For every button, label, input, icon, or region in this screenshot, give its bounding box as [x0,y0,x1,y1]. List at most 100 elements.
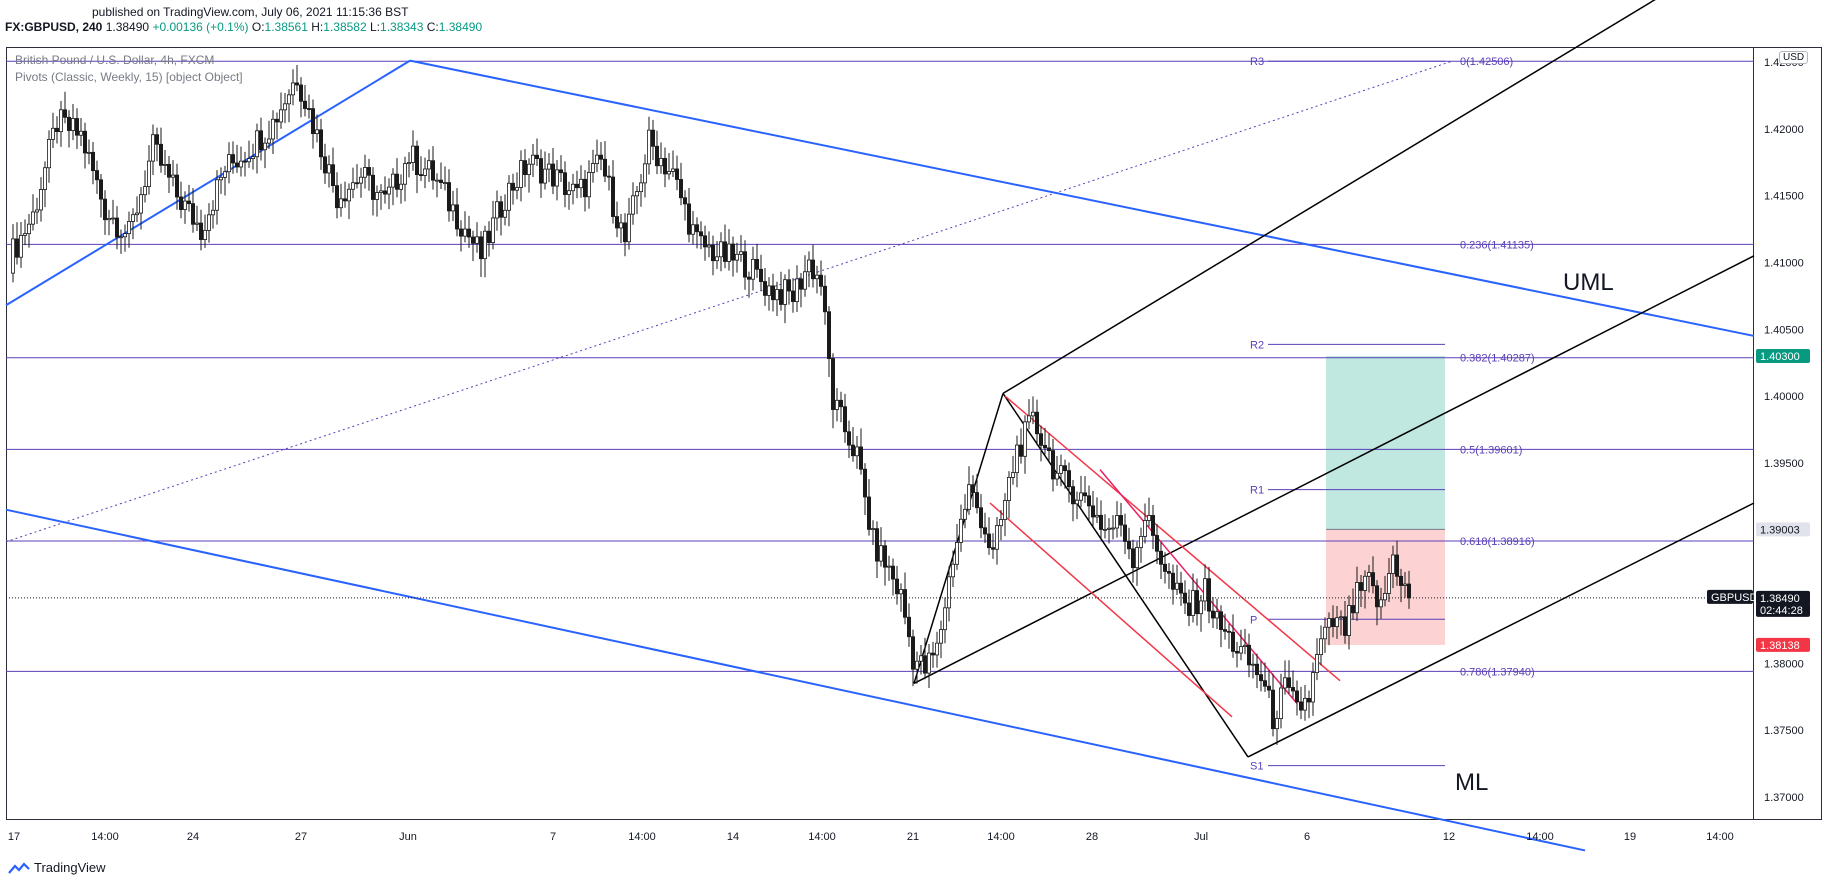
candle-body [506,182,511,211]
pivot-label: P [1250,614,1257,626]
candle-body [210,209,215,216]
candle-body [1351,605,1356,614]
candle-body [959,518,964,543]
candle-body [1039,433,1044,446]
tradingview-footer[interactable]: TradingView [8,860,106,875]
candle-body [30,211,35,225]
candle-body [282,103,287,111]
close-value: 1.38490 [438,20,483,34]
candle-body [651,129,656,147]
candle-body [1379,599,1384,608]
candle-body [747,276,752,280]
candle-body [627,213,632,243]
candle-body [1035,411,1040,435]
candle-body [911,636,916,670]
candle-body [663,158,668,175]
candle-body [759,268,764,282]
candle-body [18,234,23,258]
candle-body [174,174,179,198]
candle-body [1315,654,1320,674]
candle-body [1179,582,1184,594]
candle-body [234,162,239,168]
y-tick-label: 1.40000 [1764,391,1804,403]
candle-body [1247,644,1252,666]
candle-body [755,259,760,270]
price-scale[interactable] [1754,47,1822,820]
candle-body [454,204,459,230]
candle-body [679,179,684,199]
candle-body [278,109,283,123]
candle-body [927,652,932,674]
candle-body [202,229,207,240]
candle-body [631,195,636,215]
candle-body [1135,547,1140,569]
x-tick-label: 14:00 [91,831,119,843]
candle-body [587,171,592,198]
candle-body [446,182,451,212]
candle-body [703,235,708,248]
candle-body [583,178,588,198]
candle-body [1343,616,1348,636]
candle-body [130,214,135,222]
candle-body [266,138,271,144]
x-tick-label: 27 [295,831,307,843]
candle-body [743,251,748,278]
pivot-label: R2 [1250,339,1264,351]
candle-body [306,108,311,110]
candle-body [1071,486,1076,505]
chart-pane[interactable] [6,47,1754,820]
candle-body [1323,626,1328,640]
candle-body [799,278,804,290]
candle-body [1203,578,1208,602]
candle-body [1383,593,1388,601]
candle-body [551,163,556,187]
publish-info: published on TradingView.com, July 06, 2… [92,5,409,19]
candle-body [1359,582,1364,591]
candle-body [366,167,371,176]
open-label: O: [251,20,265,34]
change-value: +0.00136 (+0.1%) [152,20,249,34]
candle-body [1331,618,1336,627]
tradingview-logo-icon [8,861,30,874]
candle-body [67,116,72,131]
candle-body [923,655,928,674]
candle-body [10,238,15,274]
fib-label: 0.618(1.38916) [1460,536,1535,548]
candle-body [995,525,1000,550]
candle-body [979,507,984,529]
candle-body [1223,629,1228,632]
last-price: 1.38490 [105,20,150,34]
annotation-uml: UML [1563,269,1614,296]
close-label: C: [426,20,439,34]
currency-button[interactable]: USD [1779,51,1809,64]
candle-body [434,179,439,182]
high-value: 1.38582 [323,20,367,34]
legend-indicator: Pivots (Classic, Weekly, 15) [object Obj… [15,70,243,84]
candle-body [1263,680,1268,687]
candle-body [919,655,924,662]
candle-body [214,179,219,211]
pivot-label: R1 [1250,485,1264,497]
pivot-label: S1 [1250,761,1263,773]
symbol-label: FX:GBPUSD, 240 [5,20,103,34]
candle-body [1095,514,1100,518]
candle-body [847,431,852,446]
candle-body [99,179,104,200]
candle-body [1219,611,1224,630]
candle-body [1115,515,1120,529]
candle-body [955,542,960,565]
candle-body [1195,590,1200,615]
candle-body [635,191,640,197]
candle-body [719,241,724,258]
candle-body [470,236,475,244]
candle-body [354,182,359,185]
candle-body [735,253,740,261]
candle-body [230,154,235,164]
candle-body [1311,672,1316,703]
candle-body [855,446,860,457]
y-tick-label: 1.38000 [1764,658,1804,670]
candle-body [1403,583,1408,586]
candle-body [1267,685,1272,691]
candle-body [559,169,564,174]
